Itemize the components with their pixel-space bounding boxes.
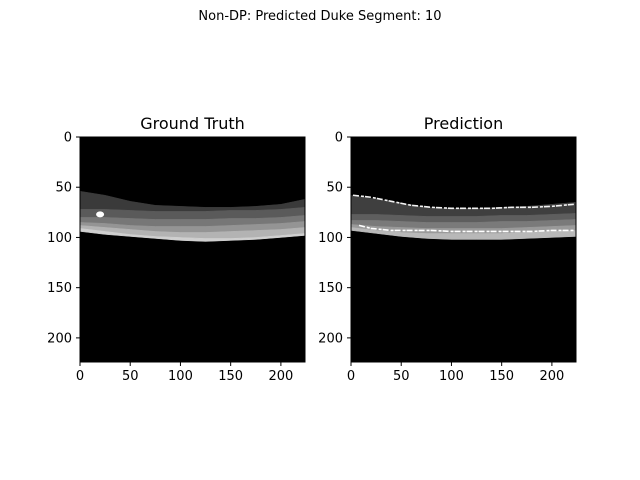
y-tick-label: 150 — [47, 281, 72, 296]
segmentation-edge-2 — [358, 224, 574, 233]
axes-frame — [79, 136, 306, 363]
x-tick-label: 50 — [122, 369, 139, 384]
x-tick-label: 150 — [218, 369, 243, 384]
x-tick-label: 50 — [393, 369, 410, 384]
x-tick-label: 150 — [489, 369, 514, 384]
panel-title: Prediction — [424, 114, 503, 133]
fluid-blob — [96, 211, 105, 218]
y-tick-label: 100 — [47, 231, 72, 246]
y-tick-label: 150 — [318, 281, 343, 296]
y-tick-label: 200 — [47, 331, 72, 346]
image-background — [80, 137, 305, 362]
y-tick-label: 100 — [318, 231, 343, 246]
x-tick-label: 100 — [168, 369, 193, 384]
x-tick-label: 100 — [439, 369, 464, 384]
y-tick-label: 0 — [64, 131, 72, 146]
x-tick-label: 0 — [347, 369, 355, 384]
panel-ground-truth: Ground Truth 0 50 100 150 200 0 50 100 150 200 — [47, 114, 306, 384]
x-tick-label: 0 — [76, 369, 84, 384]
y-tick-label: 50 — [326, 181, 343, 196]
y-tick-label: 0 — [335, 131, 343, 146]
image-background — [351, 137, 576, 362]
axes-frame — [350, 136, 577, 363]
figure-suptitle: Non-DP: Predicted Duke Segment: 10 — [198, 9, 441, 24]
segmentation-edge-1 — [352, 194, 575, 210]
panel-title: Ground Truth — [140, 114, 245, 133]
y-tick-label: 50 — [55, 181, 72, 196]
y-tick-label: 200 — [318, 331, 343, 346]
x-tick-label: 200 — [268, 369, 293, 384]
x-tick-label: 200 — [539, 369, 564, 384]
panel-prediction: Prediction 0 50 100 150 200 0 50 100 150 200 — [318, 114, 577, 384]
